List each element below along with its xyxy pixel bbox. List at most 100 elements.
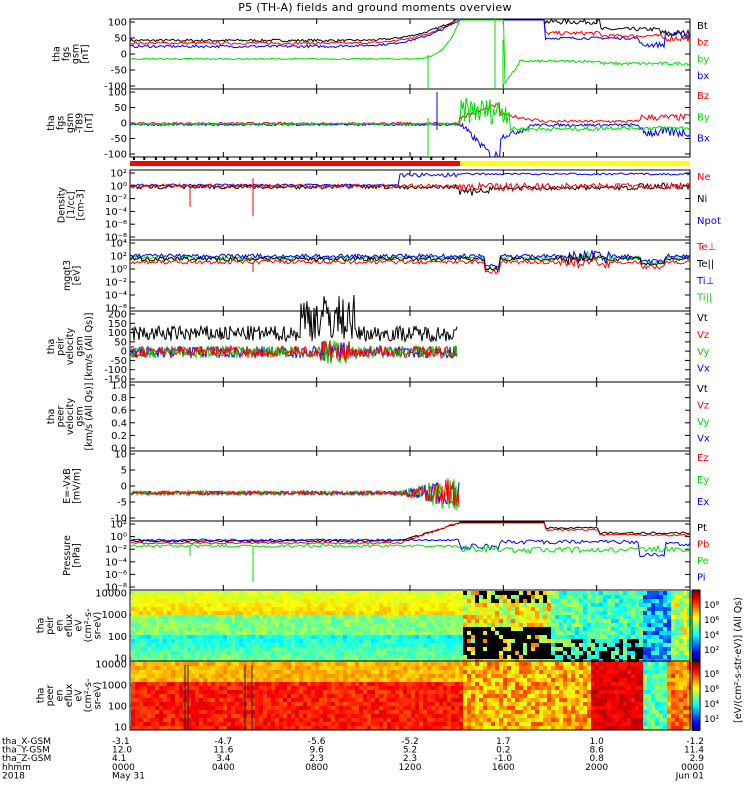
spectro-cell — [351, 611, 355, 615]
spectro-cell — [591, 714, 595, 718]
spectro-cell — [439, 710, 443, 714]
spectro-cell — [415, 647, 419, 651]
spectro-cell — [347, 726, 351, 730]
spectro-cell — [251, 643, 255, 647]
spectro-cell — [635, 643, 639, 647]
spectro-cell — [515, 718, 519, 722]
spectro-cell — [283, 651, 287, 655]
spectro-cell — [227, 623, 231, 627]
spectro-cell — [563, 655, 567, 659]
y-tick-label: 10⁻⁶ — [105, 304, 127, 315]
spectro-cell — [371, 611, 375, 615]
spectro-cell — [275, 718, 279, 722]
spectro-cell — [383, 611, 387, 615]
spectro-cell — [507, 682, 511, 686]
spectro-cell — [551, 655, 555, 659]
spectro-cell — [547, 714, 551, 718]
spectro-cell — [179, 591, 183, 595]
spectro-cell — [315, 670, 319, 674]
spectro-cell — [623, 631, 627, 635]
spectro-cell — [207, 599, 211, 603]
spectro-cell — [383, 690, 387, 694]
spectro-cell — [555, 603, 559, 607]
spectro-cell — [567, 607, 571, 611]
spectro-cell — [155, 662, 159, 666]
spectro-cell — [499, 631, 503, 635]
spectro-cell — [595, 710, 599, 714]
spectro-cell — [399, 599, 403, 603]
spectro-cell — [259, 722, 263, 726]
spectro-cell — [411, 607, 415, 611]
spectro-cell — [135, 651, 139, 655]
spectro-cell — [259, 726, 263, 730]
spectro-cell — [555, 651, 559, 655]
spectro-cell — [435, 595, 439, 599]
spectro-cell — [347, 607, 351, 611]
spectro-cell — [295, 690, 299, 694]
spectro-cell — [447, 639, 451, 643]
spectro-cell — [527, 682, 531, 686]
spectro-cell — [551, 694, 555, 698]
y-tick-label: 100 — [108, 702, 127, 713]
spectro-cell — [411, 686, 415, 690]
spectro-cell — [407, 615, 411, 619]
spectro-cell — [179, 678, 183, 682]
spectro-cell — [567, 702, 571, 706]
spectro-cell — [655, 619, 659, 623]
spectro-cell — [643, 627, 647, 631]
spectro-cell — [379, 615, 383, 619]
spectro-cell — [183, 623, 187, 627]
spectro-cell — [403, 639, 407, 643]
burst-tick — [263, 157, 266, 160]
spectro-cell — [315, 655, 319, 659]
spectro-cell — [291, 607, 295, 611]
spectro-cell — [687, 647, 691, 651]
spectro-cell — [415, 706, 419, 710]
spectro-cell — [603, 643, 607, 647]
spectro-cell — [575, 690, 579, 694]
spectro-cell — [395, 694, 399, 698]
spectro-cell — [227, 611, 231, 615]
spectro-cell — [323, 615, 327, 619]
spectro-cell — [247, 670, 251, 674]
spectro-cell — [187, 591, 191, 595]
spectro-cell — [511, 722, 515, 726]
spectro-cell — [523, 662, 527, 666]
spectro-cell — [483, 647, 487, 651]
spectro-cell — [391, 694, 395, 698]
spectro-cell — [375, 662, 379, 666]
spectro-cell — [431, 643, 435, 647]
spectro-cell — [507, 607, 511, 611]
spectro-cell — [367, 682, 371, 686]
spectro-cell — [563, 666, 567, 670]
spectro-cell — [279, 655, 283, 659]
spectro-cell — [235, 607, 239, 611]
spectro-cell — [547, 647, 551, 651]
y-tick-label: 0.6 — [111, 406, 127, 417]
spectro-cell — [347, 718, 351, 722]
spectro-cell — [567, 662, 571, 666]
spectro-cell — [159, 714, 163, 718]
spectro-cell — [319, 595, 323, 599]
spectro-cell — [159, 627, 163, 631]
spectro-cell — [135, 591, 139, 595]
spectro-cell — [531, 690, 535, 694]
spectro-cell — [479, 635, 483, 639]
spectro-cell — [331, 639, 335, 643]
spectro-cell — [131, 651, 135, 655]
spectro-cell — [147, 643, 151, 647]
spectro-cell — [547, 682, 551, 686]
spectro-cell — [455, 655, 459, 659]
spectro-cell — [435, 678, 439, 682]
spectro-cell — [639, 603, 643, 607]
spectro-cell — [543, 595, 547, 599]
spectro-cell — [227, 603, 231, 607]
spectro-cell — [355, 722, 359, 726]
spectro-cell — [343, 647, 347, 651]
spectro-cell — [487, 611, 491, 615]
spectro-cell — [503, 670, 507, 674]
spectro-cell — [643, 591, 647, 595]
spectro-cell — [375, 655, 379, 659]
spectro-cell — [363, 662, 367, 666]
spectro-cell — [279, 599, 283, 603]
